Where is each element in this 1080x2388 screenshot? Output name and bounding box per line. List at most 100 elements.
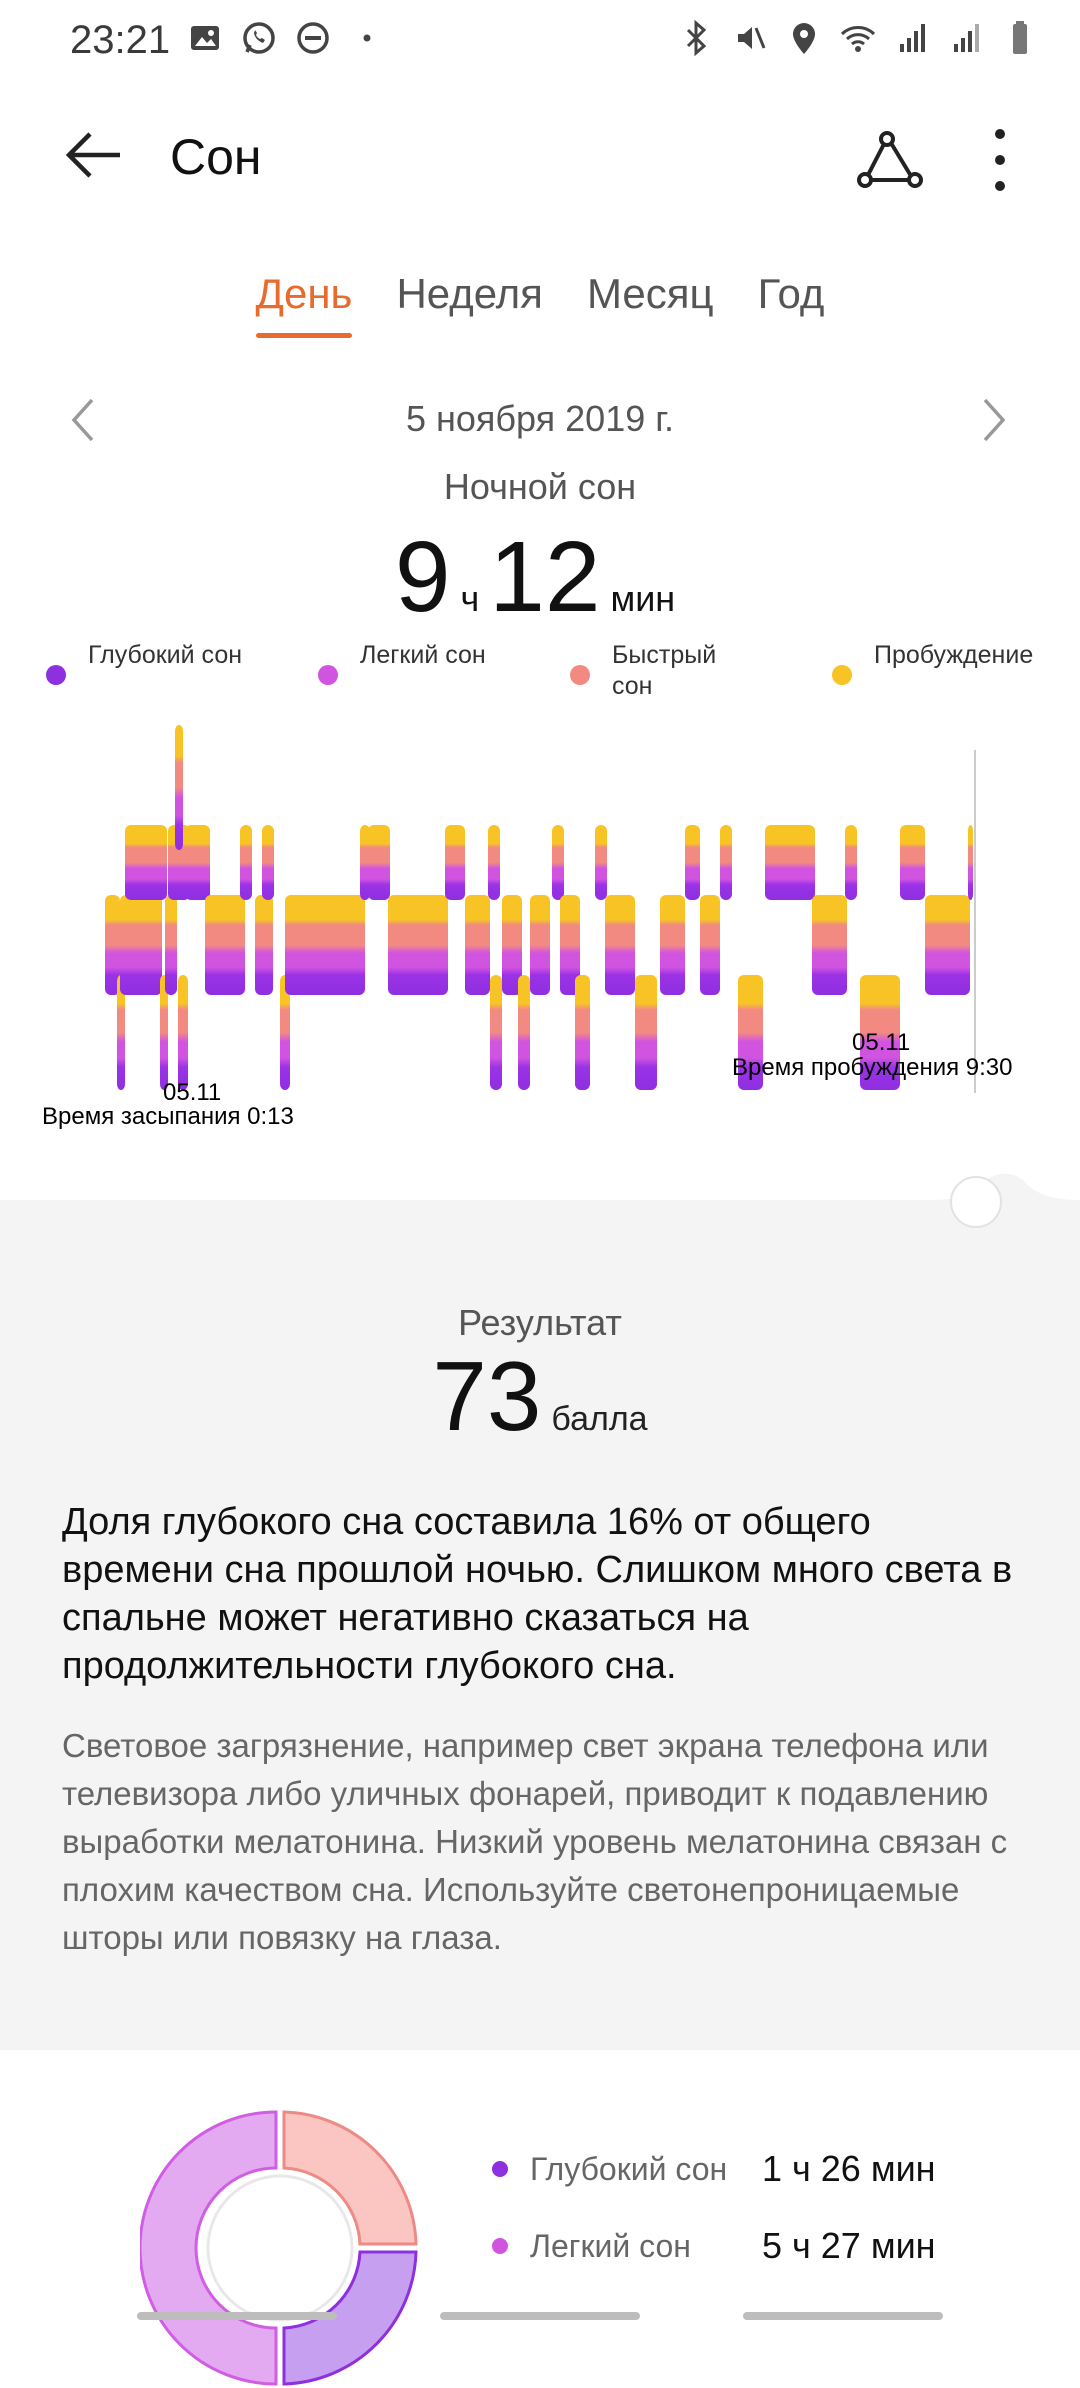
breakdown-light-label: Легкий сон [530,2227,691,2264]
sleep-stage-chart[interactable]: 05.11 Время засыпания 0:13 05.11 Время п… [0,700,1080,1160]
legend-awake-label: Пробуждение [874,641,1034,669]
breakdown-deep-value: 1 ч 26 мин [762,2148,936,2189]
breakdown-deep: Глубокий сон 1 ч 26 мин [492,2148,936,2190]
legend-rem: Быстрый сон [570,640,760,702]
stage-segment [205,895,245,995]
stage-donut-chart[interactable] [140,2108,420,2388]
score-unit: балла [551,1400,648,1438]
breakdown-light: Легкий сон 5 ч 27 мин [492,2225,936,2267]
nav-bar-left[interactable] [137,2312,337,2320]
stage-segment [285,895,365,995]
advice-text: Световое загрязнение, например свет экра… [62,1727,1008,1956]
chart-scroll-handle[interactable] [930,1162,1080,1242]
stage-segment [605,895,635,995]
stage-segment [175,725,183,850]
date-label: 5 ноября 2019 г. [406,398,674,439]
stage-segment [518,975,530,1090]
battery-icon [1013,21,1027,54]
wifi-icon [840,26,876,52]
start-date-label: 05.11 [163,1079,221,1106]
stage-segment [120,895,162,995]
stage-segment [490,975,502,1090]
signal-roaming-icon [954,24,979,52]
duration-minutes-unit: мин [610,578,676,619]
stage-segment [125,825,167,900]
duration-hours-unit: ч [460,578,480,619]
stage-segment [900,825,925,900]
stage-segment [812,895,847,995]
stage-segment [700,895,720,995]
back-arrow-icon[interactable] [58,120,128,190]
legend-light-dot [318,665,338,685]
stage-segment [160,975,168,1090]
stage-segment [845,825,857,900]
stage-segment [660,895,685,995]
stage-segment [685,825,700,900]
end-time-label: Время пробуждения 9:30 [732,1054,1013,1081]
stage-segment [720,825,732,900]
stage-segment [280,975,290,1090]
stage-segment [560,895,580,995]
tab-week[interactable]: Неделя [396,270,543,317]
nav-bar-right[interactable] [743,2312,943,2320]
bluetooth-icon [686,19,707,57]
stage-segment [262,825,274,900]
start-time-label: Время засыпания 0:13 [42,1103,294,1130]
nav-bar-center[interactable] [440,2312,640,2320]
stage-segment [240,825,252,900]
share-icon[interactable] [855,125,925,195]
more-icon[interactable] [975,120,1025,200]
stage-segment [552,825,564,900]
location-icon [793,23,815,54]
status-time: 23:21 [70,18,171,62]
chevron-left-icon[interactable] [62,392,102,448]
mute-icon [738,27,766,49]
stage-segment [575,975,590,1090]
stage-segment [105,895,120,995]
tab-day[interactable]: День [255,270,352,338]
end-date-label: 05.11 [852,1029,910,1056]
stage-segment [530,895,550,995]
stage-segment [765,825,815,900]
legend-awake-dot [832,665,852,685]
gallery-icon [191,26,219,50]
result-label: Результат [458,1302,622,1343]
night-sleep-label: Ночной сон [443,466,637,507]
sleep-stage-bars [105,725,973,1090]
breakdown-light-dot [492,2238,508,2254]
stage-segment [502,895,522,995]
breakdown-deep-dot [492,2161,508,2177]
period-tabs: День Неделя Месяц Год [0,270,1080,338]
stage-segment [168,825,190,900]
legend-deep-label: Глубокий сон [88,641,243,669]
status-icons-right [676,18,1040,58]
legend-deep: Глубокий сон [46,640,246,685]
legend-deep-dot [46,665,66,685]
stage-segment [185,825,210,900]
legend-rem-label: Быстрый сон [612,641,717,700]
stage-segment [388,895,448,995]
stage-segment [925,895,970,995]
stage-segment [968,825,973,900]
score-section [0,1173,1080,2050]
legend-light-label: Легкий сон [360,641,486,669]
duration-minutes: 12 [489,521,601,633]
advice-title: Доля глубокого сна составила 16% от обще… [62,1501,1013,1687]
chevron-right-icon[interactable] [975,392,1015,448]
whatsapp-icon [243,22,275,54]
legend-light: Легкий сон [318,640,548,685]
page-title: Сон [170,129,262,185]
dnd-icon [297,22,329,54]
stage-segment [117,975,125,1090]
stage-segment [595,825,607,900]
legend-awake: Пробуждение [832,640,1034,685]
stage-segment [445,825,465,900]
breakdown-deep-label: Глубокий сон [530,2150,728,2187]
stage-segment [255,895,273,995]
tab-month[interactable]: Месяц [586,270,714,317]
legend-rem-dot [570,665,590,685]
score-value: 73 [432,1341,542,1451]
stage-segment [360,825,370,900]
donut-rings [140,2110,418,2386]
tab-year[interactable]: Год [757,270,825,317]
